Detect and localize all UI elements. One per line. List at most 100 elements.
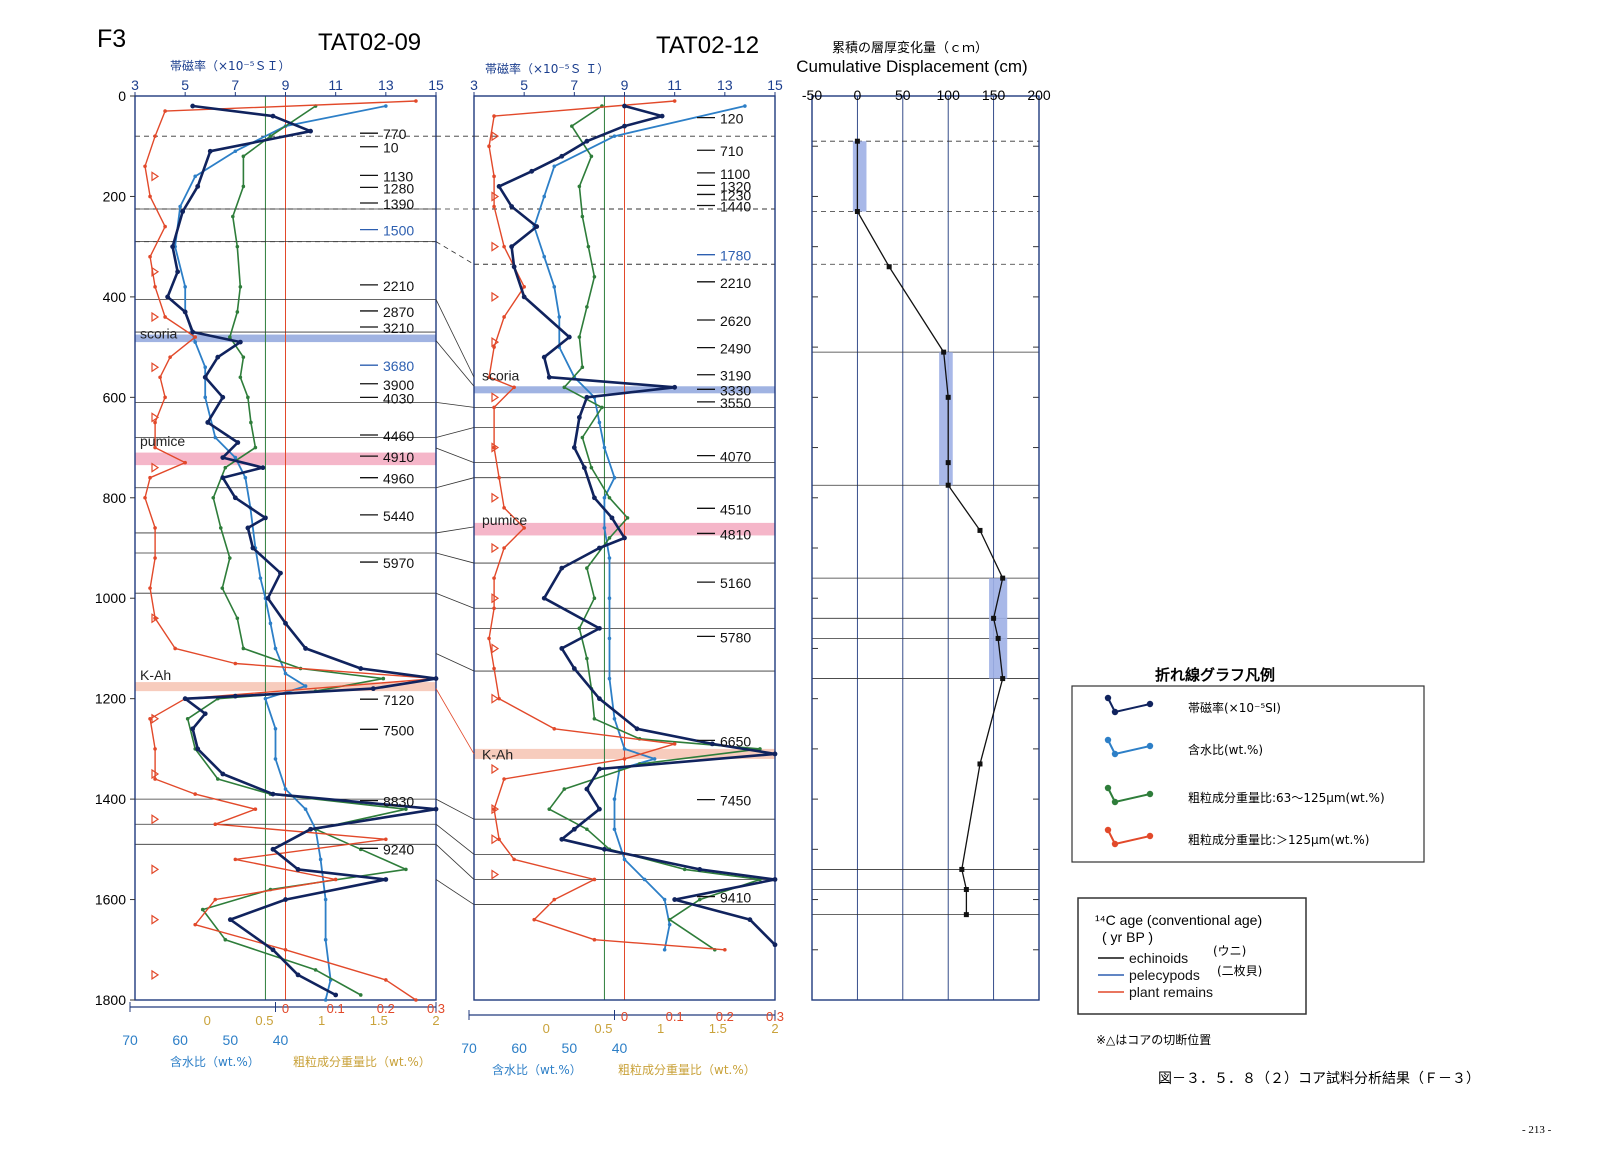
water-point	[203, 395, 208, 400]
blue-axis-tick-label: 50	[562, 1040, 578, 1056]
coarse-point	[183, 460, 187, 465]
coarse-point	[492, 606, 496, 611]
magnetic-point	[597, 806, 602, 812]
coarse-point	[502, 506, 506, 510]
magnetic-point	[559, 565, 565, 571]
fine_coarse-point	[589, 465, 594, 470]
fine_coarse-point	[404, 867, 408, 872]
magnetic-point	[622, 535, 627, 541]
green-axis-tick-label: 0.5	[594, 1021, 612, 1036]
magnetic-point	[270, 947, 276, 953]
magnetic-point	[232, 693, 238, 699]
age-legend-label: plant remains	[1129, 984, 1213, 1000]
magnetic-point	[433, 676, 439, 681]
coarse-point	[283, 947, 288, 952]
fine_coarse-point	[223, 937, 228, 942]
coarse-point	[502, 315, 506, 319]
fine_coarse-point	[241, 154, 246, 159]
magnetic-point	[597, 545, 602, 551]
coarse-point	[213, 822, 218, 827]
fine_coarse-point	[253, 445, 258, 450]
cut-position-note: ※△はコアの切断位置	[1096, 1032, 1211, 1047]
displacement-stable-band	[989, 578, 1008, 679]
cut-position-triangle	[151, 613, 160, 624]
fine_coarse-point	[211, 495, 216, 500]
age-label: 8830	[383, 794, 414, 810]
age-legend-box	[1077, 897, 1307, 1015]
fine_coarse-point	[586, 244, 591, 249]
coarse-point	[163, 224, 167, 229]
cut-position-triangle	[491, 542, 500, 554]
water-point	[612, 797, 617, 801]
coarse-point	[153, 526, 157, 530]
magnetic-point	[175, 269, 181, 275]
coarse-point	[193, 922, 197, 927]
magnetic-point	[182, 309, 188, 315]
correlation-line	[435, 592, 475, 609]
coarse-point	[487, 144, 491, 149]
magnetic-point	[772, 942, 778, 948]
magnetic-point	[190, 726, 196, 732]
age-label: 3190	[720, 368, 751, 384]
coarse-point	[492, 405, 496, 410]
coarse-point	[173, 646, 177, 651]
age-label: 1390	[383, 196, 414, 212]
displacement-line	[856, 141, 1004, 915]
displacement-point	[1000, 676, 1006, 682]
depth-axis: 0 200 400 600 800 1000 1200 1400 1600 1800	[95, 88, 135, 1008]
blue-axis-tick-label: 40	[612, 1040, 628, 1056]
cut-position-triangle	[491, 442, 500, 453]
coarse-point	[492, 807, 496, 811]
water-point	[268, 621, 273, 626]
depth-tick-label: 400	[103, 289, 127, 305]
displacement-x-tick-label: 200	[1027, 87, 1051, 103]
coarse-point	[552, 727, 557, 731]
coarse-point	[492, 445, 496, 450]
correlation-line	[435, 823, 475, 855]
cut-position-triangle	[491, 643, 500, 654]
magnetic-point	[747, 917, 753, 923]
magnetic-point	[170, 244, 176, 250]
water-point	[273, 757, 278, 761]
age-label: 710	[720, 143, 744, 159]
displacement-point	[854, 209, 860, 215]
blue-axis-tick-label: 60	[511, 1040, 527, 1056]
fine_coarse-point	[235, 616, 240, 621]
coarse-point	[333, 877, 338, 882]
fine_coarse-point	[758, 747, 762, 751]
cut-position-triangle	[151, 412, 160, 423]
coarse-point	[153, 285, 157, 289]
fine_coarse-point	[600, 405, 604, 410]
legend-item: 帯磁率(×10⁻⁵SI)	[1104, 694, 1281, 716]
top-axis-tick-label: 11	[328, 77, 343, 93]
magnetic-point	[182, 696, 188, 702]
coarse-point	[384, 978, 388, 982]
coarse-point	[497, 475, 501, 480]
top-axis-tick-label: 9	[621, 77, 629, 93]
displacement-point	[941, 349, 947, 355]
fine_coarse-point	[592, 596, 597, 601]
water-point	[607, 676, 612, 681]
magnetic-series	[165, 103, 439, 998]
magnetic-point	[672, 384, 678, 390]
depth-tick-label: 1800	[95, 992, 126, 1008]
core-1-title: TAT02-09	[318, 29, 421, 56]
core-1-bottom-title-water: 含水比（wt.%）	[170, 1054, 260, 1069]
age-label: 1280	[383, 180, 414, 196]
water-point	[552, 164, 557, 169]
correlation-line	[435, 299, 475, 378]
magnetic-point	[180, 209, 186, 214]
magnetic-point	[559, 836, 565, 842]
magnetic-point	[295, 867, 301, 872]
cut-position-triangle	[151, 462, 160, 473]
legend-swatch-point	[1111, 750, 1119, 758]
magnetic-point	[202, 711, 208, 717]
coarse-point	[158, 375, 162, 380]
magnetic-point	[205, 420, 211, 425]
page-number: - 213 -	[1522, 1124, 1552, 1136]
coarse-point	[384, 837, 388, 842]
top-axis-tick-label: 5	[181, 77, 189, 93]
magnetic-point	[190, 329, 196, 335]
age-label: 7450	[720, 793, 751, 809]
cut-position-triangle	[151, 311, 160, 323]
